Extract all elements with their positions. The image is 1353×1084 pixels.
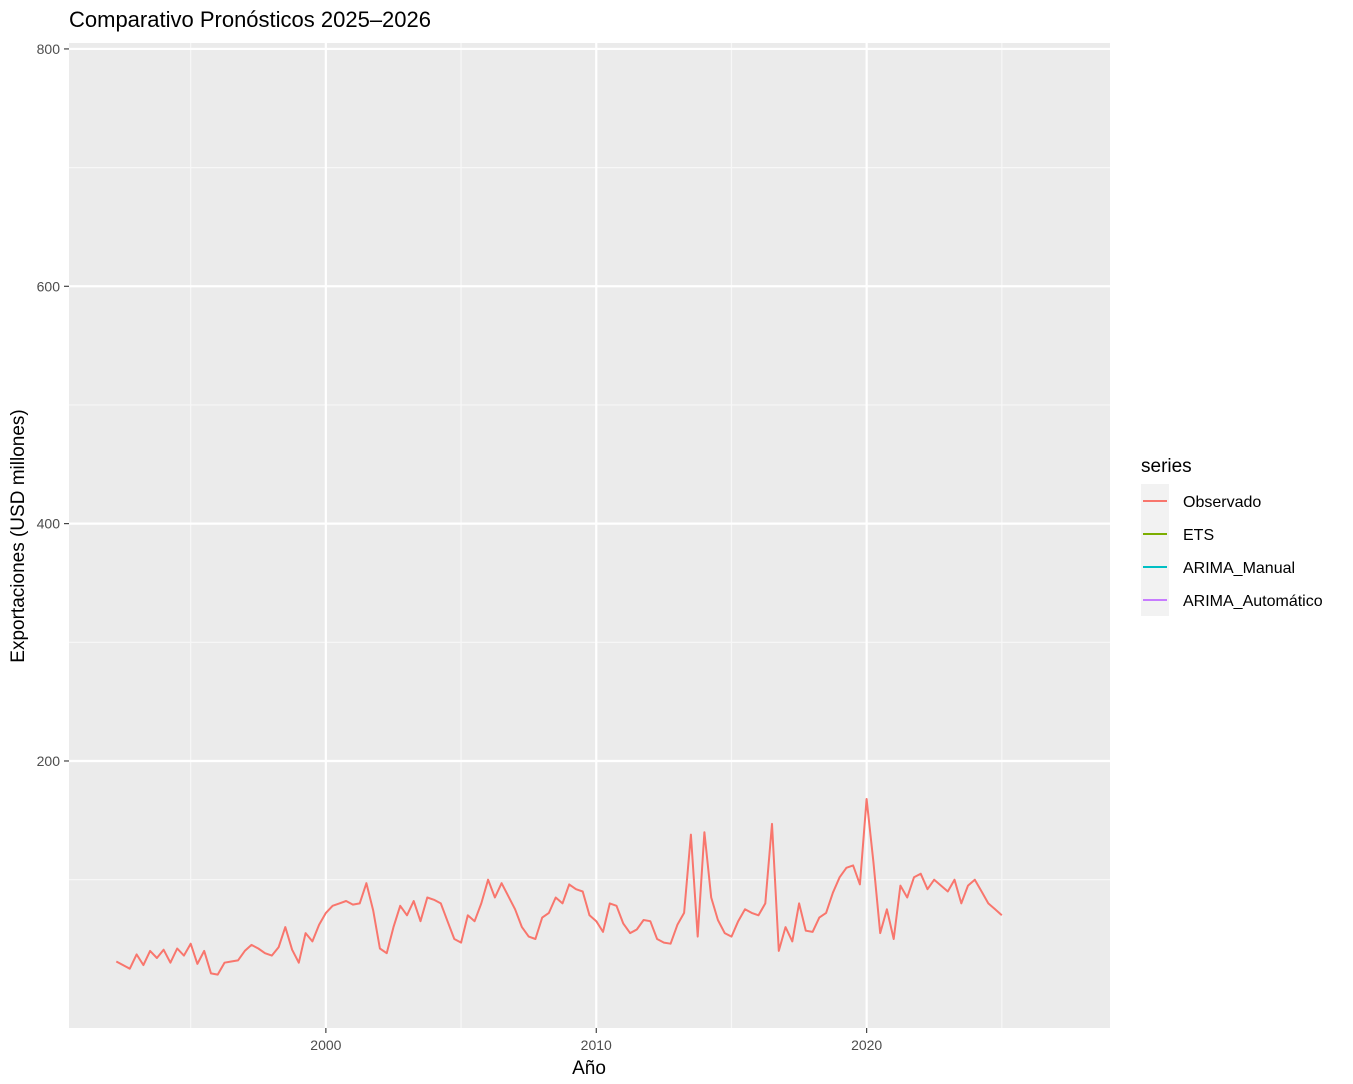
y-axis-title: Exportaciones (USD millones) [8,409,29,662]
y-tick-label: 400 [37,516,61,532]
x-axis-title: Año [572,1058,606,1079]
legend-title: series [1141,456,1192,477]
series-layer [115,798,1003,976]
chart-title: Comparativo Pronósticos 2025–2026 [69,7,431,32]
legend: series Observado ETS ARIMA_Manual ARIMA_Aut… [1141,456,1323,616]
axis-ticks: 2000 2010 2020 200 400 600 800 [37,41,883,1053]
grid [69,43,1110,1028]
legend-key-background [1141,484,1169,616]
series-line-observado [115,798,1003,976]
x-tick-label: 2000 [310,1037,341,1053]
x-tick-label: 2010 [581,1037,612,1053]
legend-label: ETS [1183,527,1214,544]
legend-label: ARIMA_Automático [1183,593,1323,610]
x-tick-label: 2020 [851,1037,882,1053]
plot-panel [69,43,1110,1028]
y-tick-label: 800 [37,41,61,57]
y-tick-label: 200 [37,753,61,769]
legend-label: ARIMA_Manual [1183,560,1295,577]
legend-label: Observado [1183,494,1261,511]
y-tick-label: 600 [37,278,61,294]
